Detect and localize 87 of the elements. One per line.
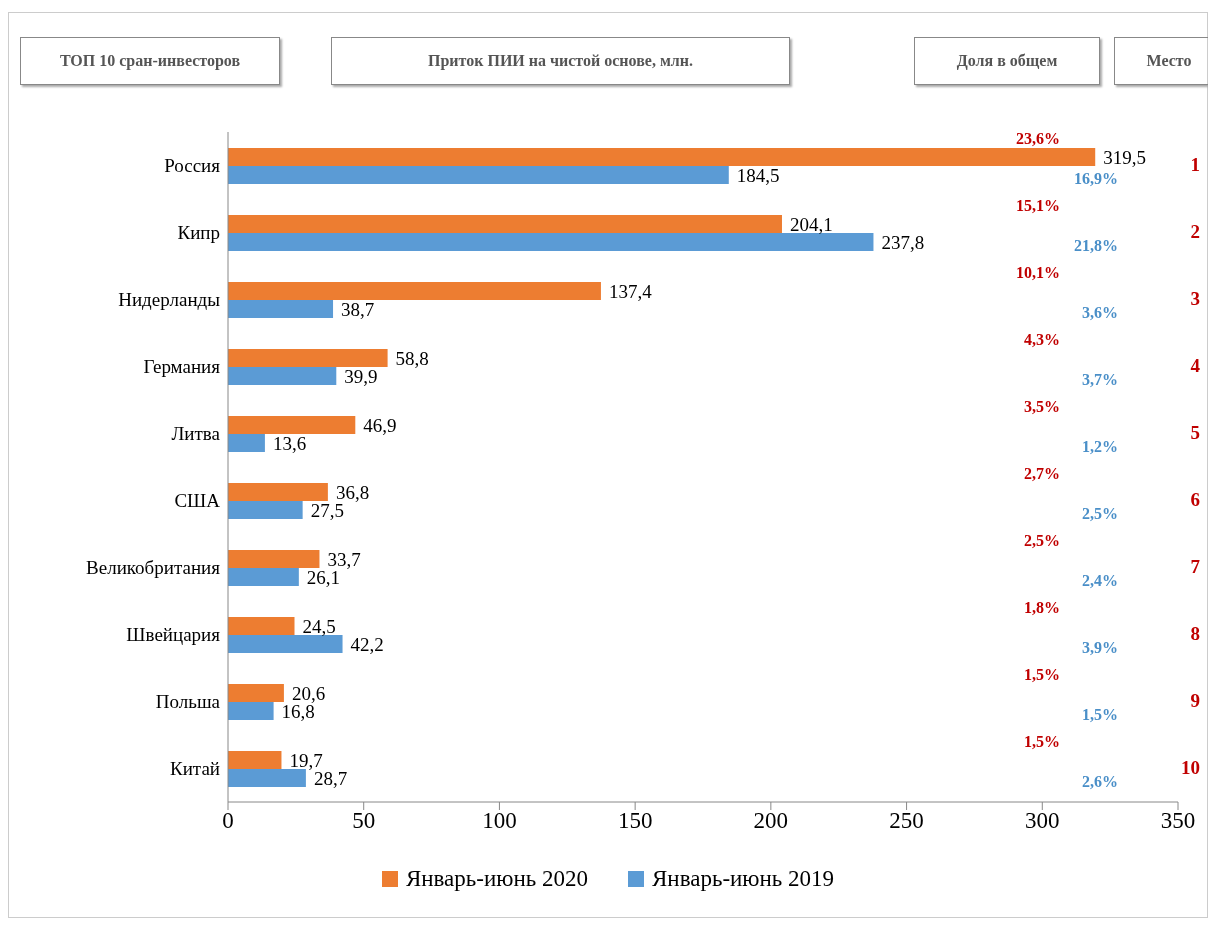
x-tick-label: 200 bbox=[753, 808, 789, 834]
bar bbox=[228, 702, 274, 720]
bar bbox=[228, 166, 729, 184]
bar bbox=[228, 751, 282, 769]
bar bbox=[228, 550, 320, 568]
bar bbox=[228, 282, 601, 300]
bar bbox=[228, 501, 303, 519]
x-tick-label: 50 bbox=[352, 808, 376, 834]
text: 6 bbox=[1190, 488, 1200, 511]
annotation: 2,4% bbox=[1082, 571, 1118, 590]
text: 9 bbox=[1190, 689, 1200, 712]
bar bbox=[228, 568, 299, 586]
text: 4 bbox=[1190, 354, 1200, 377]
annotation: 3,6% bbox=[1082, 303, 1118, 322]
annotation: 10,1% bbox=[1016, 263, 1060, 282]
y-tick-label: Кипр bbox=[177, 222, 220, 244]
y-tick-label: Россия bbox=[164, 155, 221, 177]
annotation: 2,5% bbox=[1082, 504, 1118, 523]
bar bbox=[228, 416, 356, 434]
y-tick-label: Великобритания bbox=[86, 557, 221, 579]
data-label: 39,9 bbox=[344, 365, 378, 387]
annotation: 15,1% bbox=[1016, 196, 1060, 215]
y-tick-label: Швейцария bbox=[126, 624, 221, 646]
annotation: 2,6% bbox=[1082, 772, 1118, 791]
text: 10 bbox=[1181, 756, 1200, 779]
legend-label: Январь-июнь 2019 bbox=[652, 866, 835, 892]
y-tick-label: Германия bbox=[143, 356, 221, 378]
bar bbox=[228, 635, 343, 653]
text: 2 bbox=[1190, 220, 1200, 243]
y-tick-label: Китай bbox=[170, 758, 220, 780]
text: ТОП 10 сран-инвесторов bbox=[20, 37, 280, 85]
data-label: 46,9 bbox=[363, 414, 397, 436]
x-tick-label: 250 bbox=[889, 808, 924, 834]
annotation: 1,5% bbox=[1024, 665, 1060, 684]
bar bbox=[228, 233, 874, 251]
text: Место bbox=[1145, 51, 1193, 71]
data-label: 42,2 bbox=[350, 633, 384, 655]
data-label: 24,5 bbox=[302, 615, 336, 637]
annotation: 2,7% bbox=[1024, 464, 1060, 483]
data-label: 13,6 bbox=[272, 432, 307, 454]
annotation: 1,2% bbox=[1082, 437, 1118, 456]
legend-label: Январь-июнь 2020 bbox=[405, 866, 588, 892]
y-tick-label: Нидерланды bbox=[118, 289, 221, 311]
data-label: 237,8 bbox=[881, 231, 925, 253]
y-tick-label: Польша bbox=[155, 691, 221, 713]
data-label: 20,6 bbox=[291, 682, 326, 704]
annotation: 2,5% bbox=[1024, 531, 1060, 550]
annotation: 3,7% bbox=[1082, 370, 1118, 389]
annotation: 4,3% bbox=[1024, 330, 1060, 349]
y-tick-label: США bbox=[174, 490, 221, 512]
bar bbox=[228, 483, 328, 501]
bar bbox=[228, 215, 782, 233]
bar bbox=[228, 684, 284, 702]
annotation: 1,5% bbox=[1024, 732, 1060, 751]
bar bbox=[228, 367, 337, 385]
annotation: 23,6% bbox=[1016, 129, 1060, 148]
annotation: 1,8% bbox=[1024, 598, 1060, 617]
text: 7 bbox=[1190, 555, 1200, 578]
text: Доля в общем bbox=[914, 37, 1100, 85]
data-label: 38,7 bbox=[341, 298, 375, 320]
y-tick-label: Литва bbox=[171, 423, 221, 445]
bar bbox=[228, 769, 306, 787]
text: 1 bbox=[1190, 153, 1200, 176]
x-tick-label: 300 bbox=[1025, 808, 1060, 834]
x-tick-label: 100 bbox=[482, 808, 517, 834]
text: 8 bbox=[1190, 622, 1200, 645]
annotation: 3,5% bbox=[1024, 397, 1060, 416]
text: 3 bbox=[1190, 287, 1200, 310]
data-label: 319,5 bbox=[1103, 146, 1146, 168]
data-label: 137,4 bbox=[608, 280, 653, 302]
annotation: 16,9% bbox=[1074, 169, 1118, 188]
annotation: 3,9% bbox=[1082, 638, 1118, 657]
text: Приток ПИИ на чистой основе, млн. bbox=[331, 37, 790, 85]
bar bbox=[228, 434, 265, 452]
text: 5 bbox=[1190, 421, 1200, 444]
data-label: 58,8 bbox=[395, 347, 429, 369]
x-tick-label: 0 bbox=[222, 808, 234, 834]
annotation: 21,8% bbox=[1074, 236, 1118, 255]
data-label: 184,5 bbox=[736, 164, 780, 186]
data-label: 204,1 bbox=[789, 213, 833, 235]
bar bbox=[228, 349, 388, 367]
x-tick-label: 350 bbox=[1160, 808, 1196, 834]
bar bbox=[228, 300, 334, 318]
bar bbox=[228, 148, 1096, 166]
x-tick-label: 150 bbox=[617, 808, 653, 834]
annotation: 1,5% bbox=[1082, 705, 1118, 724]
bar bbox=[228, 617, 295, 635]
